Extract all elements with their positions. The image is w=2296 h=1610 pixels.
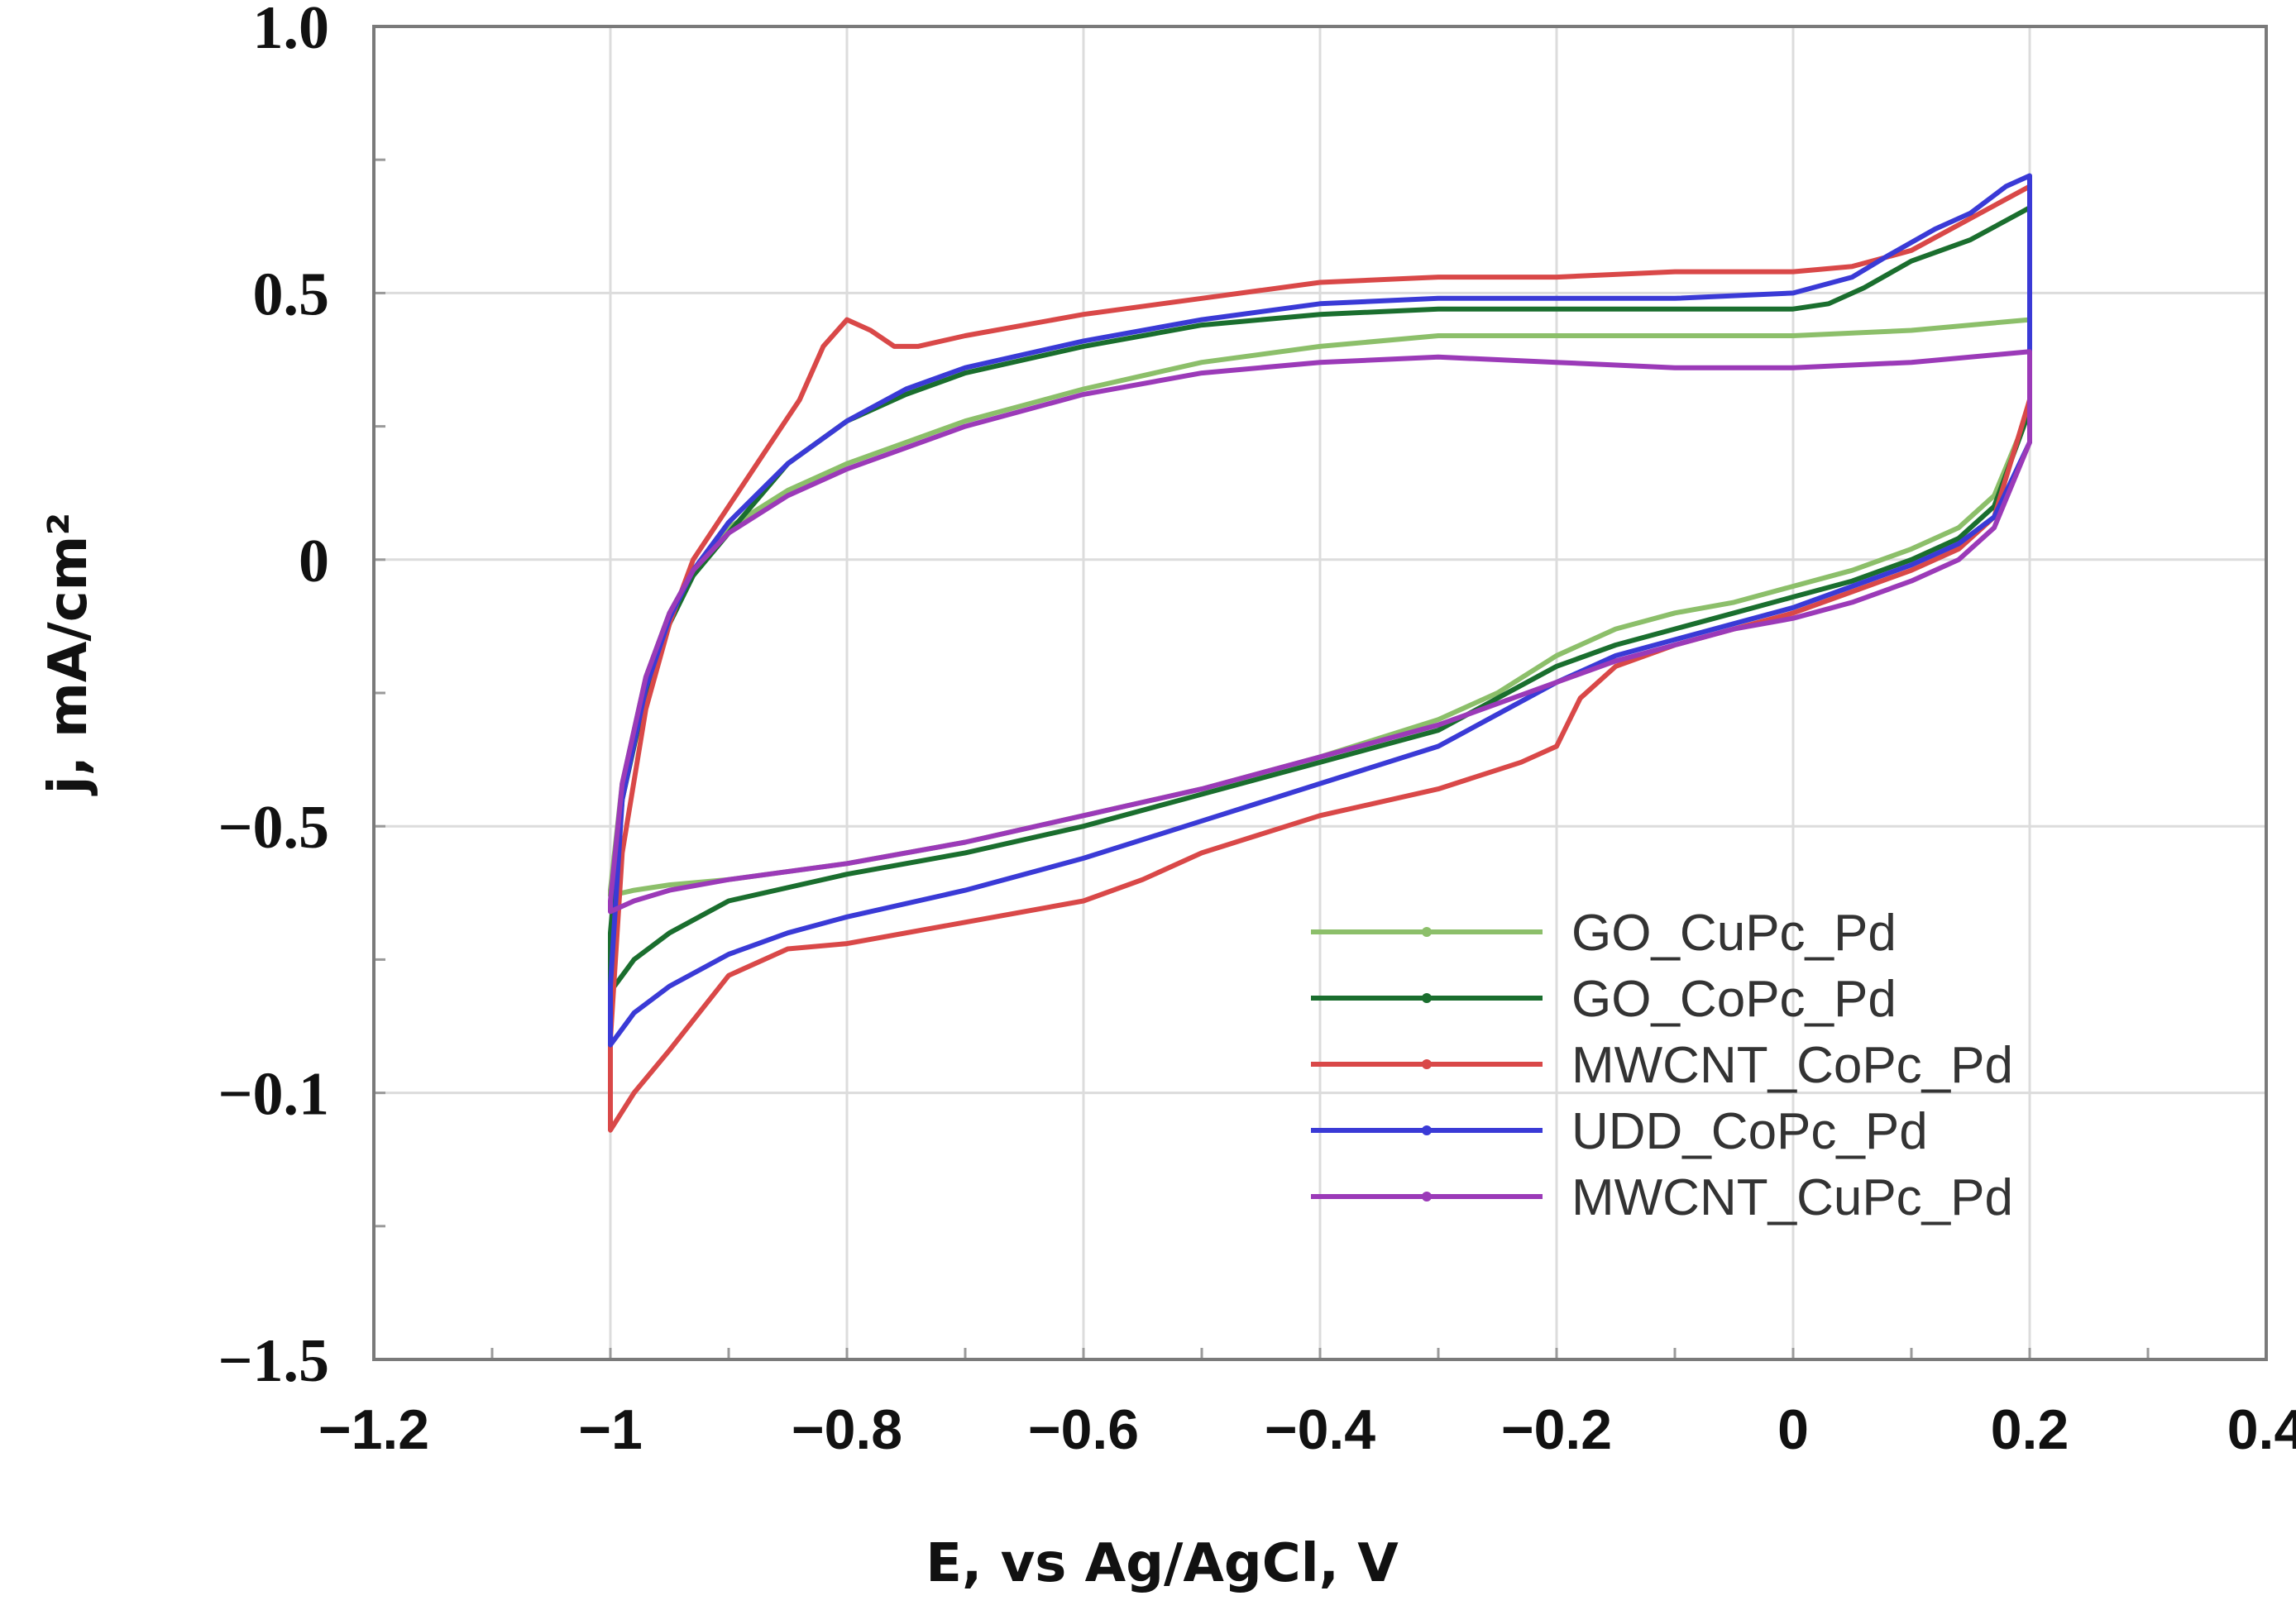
x-tick-label: −0.6 [1028, 1398, 1139, 1461]
series-layer [608, 173, 2032, 1133]
plot-frame [372, 25, 2268, 1361]
x-tick-label: 0.4 [2227, 1398, 2296, 1461]
y-axis-label: j, mA/cm² [38, 513, 99, 797]
legend: GO_CuPc_Pd GO_CoPc_Pd MWCNT_CoPc_Pd UDD_CoP… [1311, 905, 2013, 1226]
series-line-mwcnt-cupc-pd [608, 349, 2032, 915]
x-tick-labels: −1.2 −1 −0.8 −0.6 −0.4 −0.2 0 0.2 0.4 [318, 1398, 2296, 1461]
legend-marker [1422, 927, 1432, 937]
legend-label: UDD_CoPc_Pd [1571, 1103, 1928, 1160]
y-tick-label: 0.5 [253, 260, 330, 328]
y-tick-label: 0 [299, 528, 329, 595]
legend-label: MWCNT_CoPc_Pd [1571, 1037, 2013, 1094]
series-line-udd-copc-pd [608, 173, 2032, 1048]
grid [372, 25, 2268, 1361]
x-tick-label: −0.2 [1501, 1398, 1612, 1461]
legend-label: GO_CuPc_Pd [1571, 905, 1897, 962]
x-tick-label: −0.4 [1265, 1398, 1375, 1461]
legend-marker [1422, 1059, 1432, 1069]
y-tick-label: −1.5 [218, 1327, 329, 1395]
legend-marker [1422, 1125, 1432, 1135]
x-axis-label: E, vs Ag/AgCl, V [926, 1533, 1399, 1594]
x-tick-label: −0.8 [792, 1398, 902, 1461]
x-tick-label: 0.2 [1991, 1398, 2069, 1461]
legend-marker [1422, 993, 1432, 1003]
x-tick-label: −1.2 [318, 1398, 429, 1461]
y-tick-label: −0.1 [218, 1061, 329, 1129]
legend-label: MWCNT_CuPc_Pd [1571, 1169, 2013, 1226]
x-tick-label: −1 [578, 1398, 643, 1461]
x-tick-label: 0 [1777, 1398, 1809, 1461]
y-tick-label: −0.5 [218, 794, 329, 862]
y-tick-label: 1.0 [253, 0, 330, 62]
legend-label: GO_CoPc_Pd [1571, 971, 1897, 1028]
y-tick-labels: 1.0 0.5 0 −0.5 −0.1 −1.5 [218, 0, 329, 1395]
legend-marker [1422, 1192, 1432, 1202]
